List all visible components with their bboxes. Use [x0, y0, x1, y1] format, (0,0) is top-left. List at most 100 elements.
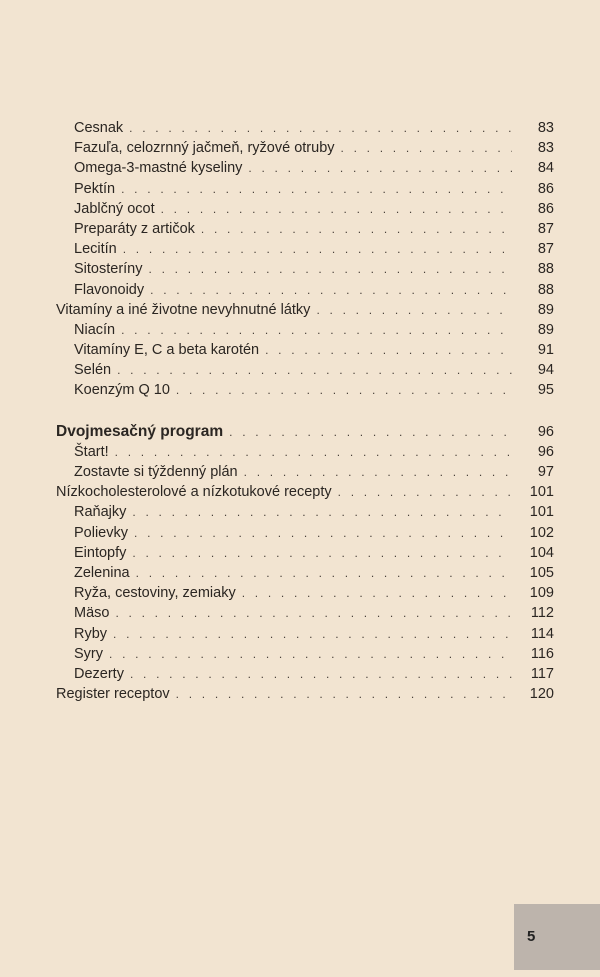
- toc-entry-title: Dezerty: [74, 665, 124, 682]
- toc-entry-title: Selén: [74, 362, 112, 379]
- leader-dots: [341, 138, 512, 158]
- toc-section-nutrients: Cesnak 83 Fazuľa, celozrnný jačmeň, ryžové…: [56, 118, 554, 401]
- toc-entry: Selén 94: [56, 360, 554, 380]
- leader-dots: [115, 603, 512, 623]
- leader-dots: [201, 219, 512, 239]
- toc-entry: Cesnak 83: [56, 118, 554, 138]
- toc-entry-page: 84: [537, 160, 554, 177]
- toc-entry-title: Vitamíny a iné životne nevyhnutné látky: [56, 301, 311, 318]
- leader-dots: [265, 340, 512, 360]
- toc-entry: Zostavte si týždenný plán 97: [56, 462, 554, 482]
- leader-dots: [176, 684, 512, 704]
- toc-entry-title: Syry: [74, 645, 103, 662]
- toc-entry-page: 95: [537, 382, 554, 399]
- toc-entry-title: Sitosteríny: [74, 261, 143, 278]
- leader-dots: [115, 442, 512, 462]
- leader-dots: [150, 280, 512, 300]
- toc-entry-page: 105: [529, 564, 554, 581]
- toc-entry: Eintopfy 104: [56, 543, 554, 563]
- toc-entry-page: 117: [530, 665, 554, 682]
- toc-entry-page: 116: [530, 645, 554, 662]
- toc-entry-page: 83: [537, 120, 554, 136]
- leader-dots: [129, 118, 512, 138]
- leader-dots: [248, 158, 512, 178]
- toc-entry-page: 94: [537, 362, 554, 379]
- toc-entry-title: Ryža, cestoviny, zemiaky: [74, 585, 236, 602]
- toc-entry: Jablčný ocot 86: [56, 199, 554, 219]
- toc-entry-page: 89: [537, 301, 554, 318]
- toc-entry-title: Zostavte si týždenný plán: [74, 464, 238, 480]
- leader-dots: [161, 199, 512, 219]
- leader-dots: [123, 239, 512, 259]
- toc-entry-page: 120: [529, 686, 554, 703]
- toc-entry-page: 91: [537, 342, 554, 359]
- toc-entry-page: 97: [537, 464, 554, 480]
- toc-entry-title: Niacín: [74, 321, 116, 338]
- toc-entry-title: Zelenina: [74, 564, 130, 581]
- page-number: 5: [527, 928, 536, 945]
- toc-entry-page: 109: [529, 585, 554, 602]
- toc-entry-page: 86: [537, 200, 554, 217]
- toc-entry-title: Štart!: [74, 443, 109, 460]
- toc-entry-title: Ryby: [74, 625, 108, 642]
- toc-entry-title: Eintopfy: [74, 544, 127, 561]
- leader-dots: [121, 320, 512, 340]
- toc-entry-page: 86: [537, 180, 554, 197]
- toc-entry-page: 96: [537, 443, 554, 460]
- section-gap: [56, 401, 548, 422]
- toc-entry: Dvojmesačný program 96: [56, 422, 554, 442]
- toc-entry-title: Koenzým Q 10: [74, 382, 170, 399]
- leader-dots: [136, 563, 512, 583]
- toc-entry-title: Fazuľa, celozrnný jačmeň, ryžové otruby: [74, 140, 335, 157]
- toc-entry-page: 102: [529, 524, 554, 541]
- leader-dots: [134, 523, 512, 543]
- toc-entry: Lecitín 87: [56, 239, 554, 259]
- leader-dots: [121, 179, 512, 199]
- toc-entry: Omega-3-mastné kyseliny 84: [56, 158, 554, 178]
- toc-entry-page: 87: [537, 220, 554, 237]
- leader-dots: [113, 624, 512, 644]
- toc-entry: Raňajky 101: [56, 502, 554, 522]
- toc-entry-title: Flavonoidy: [74, 281, 145, 298]
- toc-entry: Dezerty 117: [56, 664, 554, 684]
- toc-entry-title: Mäso: [74, 605, 110, 622]
- toc-entry: Preparáty z artičok 87: [56, 219, 554, 239]
- toc-entry-title: Register receptov: [56, 686, 170, 703]
- toc-entry-title: Cesnak: [74, 120, 124, 136]
- toc-entry-title: Preparáty z artičok: [74, 220, 195, 237]
- toc-entry-title: Jablčný ocot: [74, 200, 155, 217]
- page-number-tab: 5: [514, 904, 600, 970]
- toc-entry: Flavonoidy 88: [56, 280, 554, 300]
- toc-entry: Polievky 102: [56, 523, 554, 543]
- toc-entry-title: Lecitín: [74, 241, 117, 258]
- toc-entry-page: 88: [537, 261, 554, 278]
- leader-dots: [132, 502, 512, 522]
- toc-entry: Vitamíny E, C a beta karotén 91: [56, 340, 554, 360]
- table-of-contents: Cesnak 83 Fazuľa, celozrnný jačmeň, ryžové…: [56, 118, 554, 704]
- toc-entry-page: 112: [530, 605, 554, 622]
- leader-dots: [244, 462, 512, 482]
- toc-entry: Mäso 112: [56, 603, 554, 623]
- toc-entry: Vitamíny a iné životne nevyhnutné látky 8…: [56, 300, 554, 320]
- toc-entry-title: Vitamíny E, C a beta karotén: [74, 342, 260, 359]
- toc-entry-title: Omega-3-mastné kyseliny: [74, 160, 243, 177]
- leader-dots: [242, 583, 512, 603]
- toc-entry-page: 104: [529, 544, 554, 561]
- toc-entry: Sitosteríny 88: [56, 259, 554, 279]
- leader-dots: [229, 422, 512, 442]
- toc-entry: Fazuľa, celozrnný jačmeň, ryžové otruby 8…: [56, 138, 554, 158]
- toc-entry: Nízkocholesterolové a nízkotukové recept…: [56, 482, 554, 502]
- toc-entry-page: 88: [537, 281, 554, 298]
- toc-entry: Ryby 114: [56, 624, 554, 644]
- toc-entry: Koenzým Q 10 95: [56, 380, 554, 400]
- toc-entry-page: 101: [529, 504, 554, 521]
- toc-entry-title: Dvojmesačný program: [56, 422, 224, 440]
- leader-dots: [176, 380, 512, 400]
- toc-entry: Niacín 89: [56, 320, 554, 340]
- toc-entry-page: 101: [529, 484, 554, 501]
- toc-entry-title: Polievky: [74, 524, 128, 541]
- toc-entry-title: Pektín: [74, 180, 116, 197]
- toc-entry: Ryža, cestoviny, zemiaky 109: [56, 583, 554, 603]
- leader-dots: [132, 543, 512, 563]
- toc-entry-title: Raňajky: [74, 504, 127, 521]
